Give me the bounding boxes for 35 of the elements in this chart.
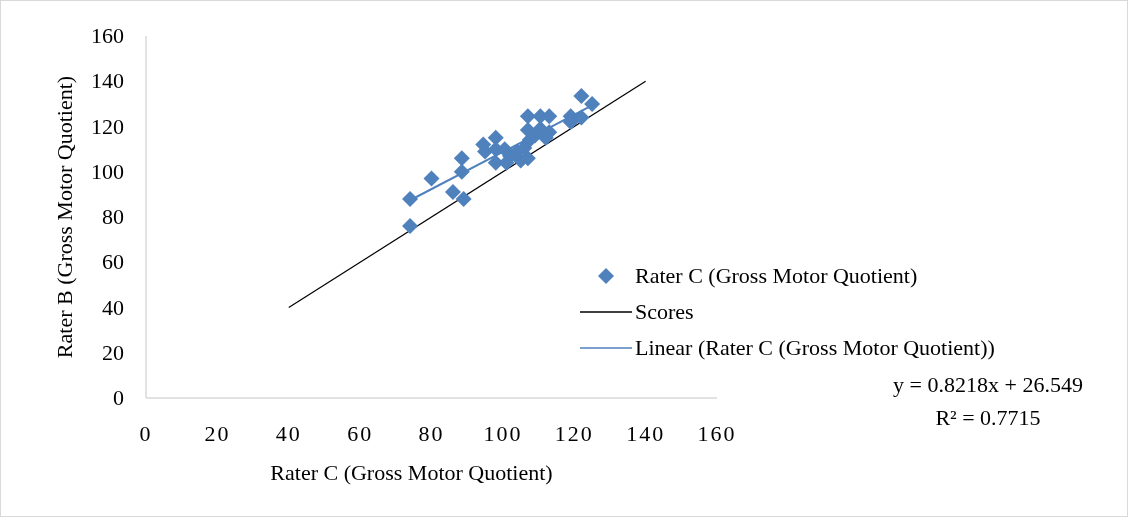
y-tick-label: 120 bbox=[91, 113, 124, 139]
x-tick-label: 160 bbox=[697, 421, 737, 446]
y-tick-label: 160 bbox=[91, 23, 124, 48]
point bbox=[423, 170, 440, 187]
x-tick-label: 20 bbox=[204, 421, 231, 446]
x-axis-title: Rater C (Gross Motor Quotient) bbox=[270, 460, 553, 485]
y-axis-title: Rater B (Gross Motor Quotient) bbox=[52, 75, 77, 359]
point bbox=[519, 108, 536, 125]
x-tick-label: 120 bbox=[554, 421, 594, 446]
point bbox=[584, 95, 601, 112]
text: y = 0.8218x + 26.549 bbox=[893, 372, 1083, 397]
y-tick-label: 80 bbox=[102, 204, 124, 229]
y-tick-label: 40 bbox=[102, 294, 124, 320]
point bbox=[573, 87, 590, 104]
y-tick-label: 140 bbox=[91, 68, 124, 94]
x-tick-label: 60 bbox=[347, 421, 374, 446]
legend-label: Scores bbox=[635, 299, 694, 324]
x-tick-label: 100 bbox=[483, 421, 523, 446]
text: R² = 0.7715 bbox=[935, 405, 1041, 430]
point bbox=[453, 150, 470, 167]
x-tick-label: 140 bbox=[626, 421, 666, 446]
legend-label: Rater C (Gross Motor Quotient) bbox=[635, 263, 918, 288]
x-tick-label: 80 bbox=[418, 421, 445, 446]
point bbox=[455, 190, 472, 207]
point bbox=[453, 163, 470, 180]
y-tick-label: 0 bbox=[113, 385, 124, 410]
y-tick-label: 60 bbox=[102, 249, 124, 275]
x-tick-label: 40 bbox=[275, 421, 302, 446]
legend-label: Linear (Rater C (Gross Motor Quotient)) bbox=[635, 335, 995, 360]
point bbox=[402, 190, 419, 207]
x-tick-label: 0 bbox=[139, 421, 153, 446]
y-tick-label: 20 bbox=[102, 339, 124, 365]
point bbox=[402, 218, 419, 235]
y-tick-label: 100 bbox=[91, 158, 124, 184]
point bbox=[444, 184, 461, 201]
